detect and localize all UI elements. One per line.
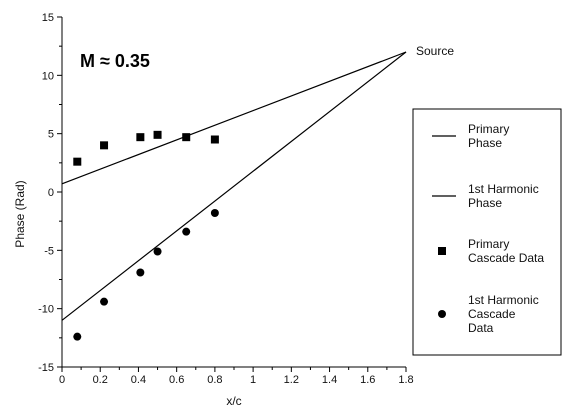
axes: 0 0.2 0.4 0.6 0.8 1 1.2 1.4 1.6 1.8 15 10 5 0 -5 -10 -15 [38,12,414,386]
legend-label-line: Primary [468,237,509,251]
x-tick-label: 0.2 [93,374,108,386]
primary-cascade-data-point [136,133,145,142]
x-tick-label: 1.6 [360,374,375,386]
1st-harmonic-cascade-data-point [73,332,82,341]
primary-cascade-data-point [73,157,82,166]
x-tick-label: 0 [59,374,65,386]
1st-harmonic-cascade-data-legend-swatch [438,310,446,318]
1st-harmonic-cascade-data-point [100,297,109,306]
legend-label-line: Primary [468,122,509,136]
primary-cascade-data-point [210,135,219,144]
mach-annotation: M ≈ 0.35 [80,51,150,71]
1st-harmonic-cascade-data-legend-label: 1st Harmonic Cascade Data [468,293,539,335]
y-tick-label: 0 [48,187,54,199]
primary-cascade-data-point [182,133,191,142]
1st-harmonic-cascade-data-point [182,227,191,236]
x-tick-label: 0.6 [169,374,184,386]
primary-cascade-data-point [153,130,162,139]
x-tick-label: 0.8 [207,374,222,386]
x-tick-label: 1 [250,374,256,386]
legend-label-line: Data [468,321,494,335]
y-axis-title: Phase (Rad) [13,180,27,247]
primary-phase-line [61,51,407,185]
primary-phase-legend-label: Primary Phase [468,122,509,150]
1st-harmonic-phase-line [61,51,407,321]
legend-label-line: 1st Harmonic [468,182,539,196]
y-tick-label: 10 [42,70,54,82]
1st-harmonic-cascade-data-point [210,209,219,217]
y-tick-label: 15 [42,12,54,24]
y-tick-label: -5 [44,245,54,257]
primary-cascade-data-legend-label: Primary Cascade Data [468,237,544,265]
y-tick-label: -10 [38,304,54,316]
x-tick-label: 1.2 [284,374,299,386]
legend-label-line: Phase [468,136,502,150]
y-tick-label: -15 [38,362,54,374]
x-tick-label: 1.4 [322,374,337,386]
legend-label-line: Phase [468,196,502,210]
1st-harmonic-cascade-data-point [153,247,162,256]
plot-area [61,51,407,341]
legend-box [412,108,562,356]
y-tick-label: 5 [48,129,54,141]
1st-harmonic-phase-legend-label: 1st Harmonic Phase [468,182,539,210]
1st-harmonic-cascade-data-point [136,268,145,277]
legend-label-line: Cascade Data [468,251,544,265]
primary-cascade-data-legend-swatch [438,247,446,255]
primary-cascade-data-point [100,141,109,150]
legend-label-line: Cascade [468,307,516,321]
x-axis-title: x/c [226,394,241,408]
x-tick-label: 1.8 [398,374,413,386]
legend-label-line: 1st Harmonic [468,293,539,307]
x-tick-label: 0.4 [131,374,146,386]
source-annotation: Source [416,44,454,58]
